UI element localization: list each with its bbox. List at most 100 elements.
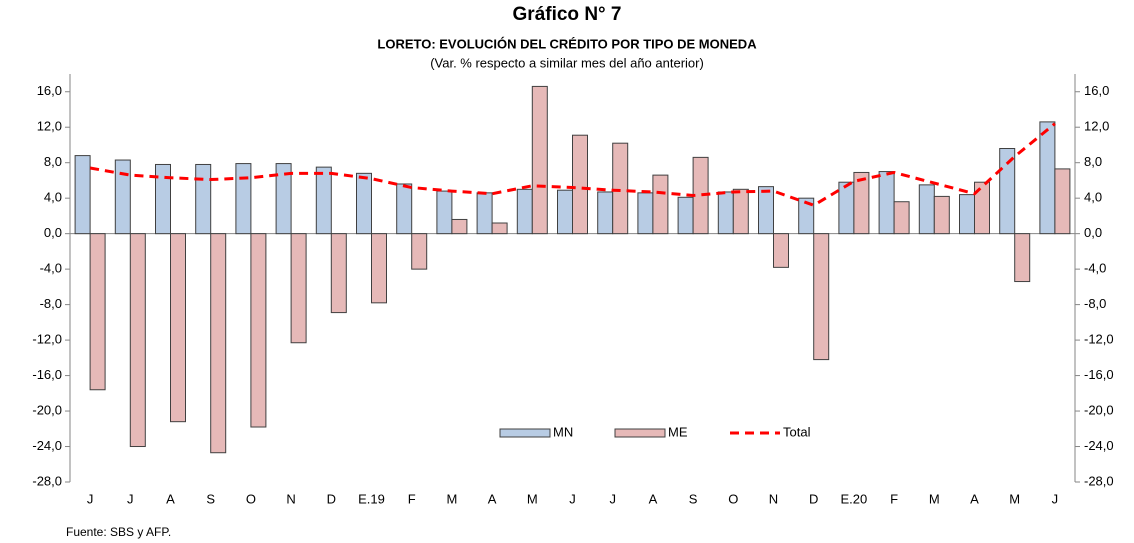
bar bbox=[677, 196, 694, 235]
legend-swatch bbox=[614, 428, 666, 438]
x-tick-label: A bbox=[649, 491, 658, 506]
x-tick-label: J bbox=[127, 491, 134, 506]
bar bbox=[597, 191, 614, 235]
bar bbox=[330, 233, 347, 314]
bar bbox=[893, 201, 910, 235]
y2-tick-label: -12,0 bbox=[1084, 332, 1114, 347]
chart-note: (Var. % respecto a similar mes del año a… bbox=[430, 55, 704, 70]
bar bbox=[1039, 121, 1056, 235]
bar bbox=[813, 233, 830, 361]
bar bbox=[290, 233, 307, 344]
bar bbox=[235, 163, 252, 235]
y2-tick-label: -28,0 bbox=[1084, 473, 1114, 488]
bar bbox=[1014, 233, 1031, 283]
y2-tick-label: -8,0 bbox=[1084, 296, 1106, 311]
x-tick-label: D bbox=[327, 491, 336, 506]
y-tick-label: -28,0 bbox=[32, 473, 62, 488]
y-tick-label: -12,0 bbox=[32, 332, 62, 347]
bar bbox=[717, 191, 734, 235]
x-tick-label: E.20 bbox=[841, 491, 868, 506]
bar bbox=[436, 190, 453, 235]
bar bbox=[411, 233, 428, 270]
x-tick-label: M bbox=[527, 491, 538, 506]
y2-tick-label: -20,0 bbox=[1084, 402, 1114, 417]
x-tick-label: J bbox=[87, 491, 94, 506]
chart-subtitle: LORETO: EVOLUCIÓN DEL CRÉDITO POR TIPO D… bbox=[377, 36, 757, 51]
x-tick-label: F bbox=[408, 491, 416, 506]
bar bbox=[572, 134, 588, 235]
bar bbox=[396, 183, 413, 235]
source: Fuente: SBS y AFP. bbox=[66, 525, 171, 539]
bar bbox=[612, 142, 629, 235]
bar bbox=[557, 189, 573, 235]
bar bbox=[959, 194, 975, 235]
x-tick-label: A bbox=[166, 491, 175, 506]
x-tick-label: A bbox=[970, 491, 979, 506]
bar bbox=[491, 222, 508, 235]
y-tick-label: -4,0 bbox=[40, 261, 62, 276]
bar bbox=[250, 233, 267, 428]
x-tick-label: O bbox=[728, 491, 738, 506]
bar bbox=[758, 186, 774, 235]
y-tick-label: -8,0 bbox=[40, 296, 62, 311]
y2-tick-label: 16,0 bbox=[1084, 83, 1109, 98]
x-tick-label: D bbox=[809, 491, 818, 506]
bar bbox=[652, 174, 669, 235]
bar bbox=[451, 218, 468, 235]
y2-tick-label: 0,0 bbox=[1084, 225, 1102, 240]
bar bbox=[114, 159, 131, 235]
y-tick-label: -16,0 bbox=[32, 367, 62, 382]
bar bbox=[210, 233, 227, 454]
legend-label: ME bbox=[668, 424, 688, 439]
legend-label: MN bbox=[553, 424, 573, 439]
x-tick-label: E.19 bbox=[358, 491, 385, 506]
y-tick-label: 8,0 bbox=[44, 154, 62, 169]
bar bbox=[275, 163, 292, 235]
bar bbox=[732, 188, 749, 235]
y2-tick-label: -4,0 bbox=[1084, 261, 1106, 276]
bar bbox=[798, 197, 815, 235]
x-tick-label: M bbox=[446, 491, 457, 506]
bar bbox=[356, 172, 372, 235]
legend-swatch bbox=[499, 428, 551, 438]
bar bbox=[974, 181, 990, 235]
bar bbox=[129, 233, 146, 448]
bar bbox=[74, 155, 91, 235]
y2-tick-label: -24,0 bbox=[1084, 438, 1114, 453]
x-tick-label: F bbox=[890, 491, 898, 506]
bar bbox=[195, 163, 212, 235]
bar bbox=[918, 184, 935, 235]
bar bbox=[853, 171, 870, 235]
x-tick-label: M bbox=[929, 491, 940, 506]
y-tick-label: 16,0 bbox=[37, 83, 62, 98]
x-tick-label: N bbox=[286, 491, 295, 506]
bar bbox=[89, 233, 106, 391]
legend-label: Total bbox=[783, 424, 811, 439]
x-tick-label: J bbox=[569, 491, 576, 506]
bar bbox=[637, 192, 654, 235]
bar bbox=[155, 163, 171, 235]
x-tick-label: S bbox=[206, 491, 215, 506]
bar bbox=[773, 233, 789, 268]
y-tick-label: 4,0 bbox=[44, 190, 62, 205]
x-tick-label: J bbox=[609, 491, 616, 506]
y-tick-label: -20,0 bbox=[32, 402, 62, 417]
x-tick-label: N bbox=[769, 491, 778, 506]
bar bbox=[933, 195, 950, 235]
bar bbox=[838, 181, 855, 235]
bar bbox=[999, 148, 1016, 235]
y2-tick-label: 12,0 bbox=[1084, 119, 1109, 134]
line bbox=[89, 122, 1056, 207]
bar bbox=[531, 85, 548, 235]
y2-tick-label: 4,0 bbox=[1084, 190, 1102, 205]
x-tick-label: A bbox=[488, 491, 497, 506]
bar bbox=[1054, 168, 1071, 235]
bar bbox=[516, 188, 533, 235]
chart-title: Gráfico N° 7 bbox=[513, 4, 622, 25]
y2-tick-label: 8,0 bbox=[1084, 154, 1102, 169]
bar bbox=[476, 192, 493, 235]
bar bbox=[170, 233, 186, 423]
y-tick-label: 12,0 bbox=[37, 119, 62, 134]
y-tick-label: 0,0 bbox=[44, 225, 62, 240]
